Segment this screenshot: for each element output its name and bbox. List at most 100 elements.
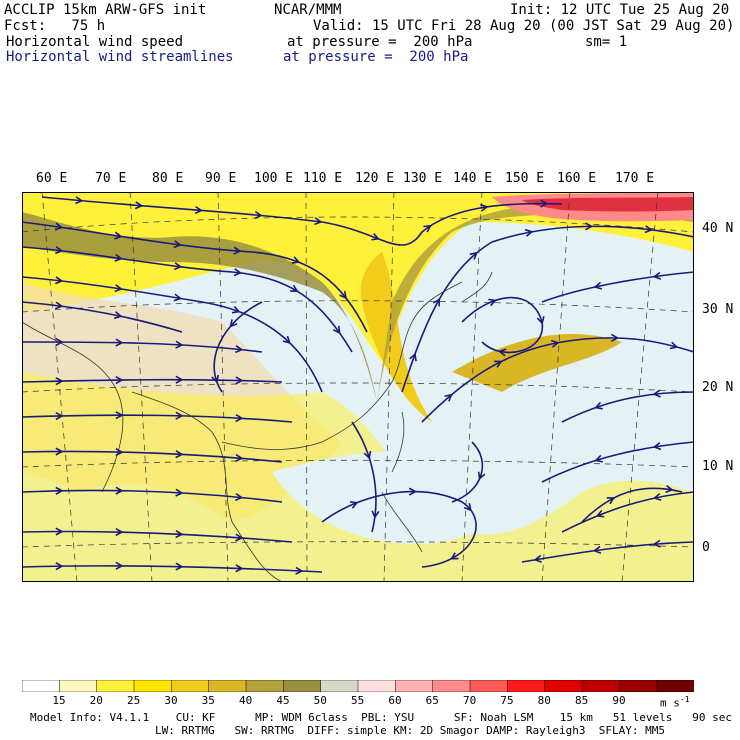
streamline-arrow	[115, 447, 124, 457]
streamline-arrow	[524, 228, 534, 237]
streamline-arrow	[610, 333, 620, 342]
streamline-arrow	[497, 348, 507, 357]
streamline-arrow	[113, 311, 123, 320]
colorbar-swatch	[357, 680, 397, 692]
streamline-arrow	[115, 486, 124, 495]
streamline-arrow	[55, 486, 64, 495]
streamline-arrow	[332, 325, 341, 335]
streamline-arrow	[231, 305, 241, 314]
streamline-arrow	[75, 196, 84, 205]
streamline-arrow	[665, 485, 674, 494]
colorbar-level-label: 60	[388, 694, 402, 707]
colorbar-swatch	[395, 680, 434, 692]
colorbar-level-label: 55	[351, 694, 365, 707]
streamline-arrow	[55, 562, 64, 571]
colorbar-swatch	[619, 680, 658, 692]
jet-ring	[360, 252, 432, 422]
streamline-arrow	[282, 335, 291, 344]
streamline	[22, 489, 283, 503]
colorbar-swatch	[208, 680, 247, 692]
streamline-arrow	[173, 240, 182, 249]
model-info-line2: LW: RRTMG SW: RRTMG DIFF: simple KM: 2D …	[155, 724, 665, 737]
streamline-arrow	[409, 352, 417, 362]
streamline-arrow	[669, 341, 679, 350]
streamline-arrow	[235, 492, 244, 502]
streamline-arrow	[594, 401, 603, 410]
streamline-arrow	[644, 225, 654, 234]
streamline-arrow	[175, 488, 184, 497]
lat-label: 20 N	[702, 380, 734, 395]
field1-level: at pressure = 200 hPa	[287, 34, 473, 50]
calm-region	[272, 451, 503, 544]
streamline	[541, 441, 694, 483]
streamline	[541, 271, 694, 303]
jet-ring	[452, 333, 622, 392]
streamline-arrow	[349, 501, 359, 509]
streamline-arrow	[54, 222, 64, 231]
lon-label: 170 E	[615, 171, 655, 186]
streamline-arrow	[173, 293, 183, 302]
streamline-arrow	[423, 224, 432, 233]
streamline-arrow	[314, 217, 323, 226]
streamline-arrow	[115, 376, 124, 385]
streamline-arrow	[444, 393, 453, 402]
lat-label: 30 N	[702, 302, 734, 317]
streamline-arrow	[115, 527, 124, 537]
streamline-arrow	[115, 411, 124, 420]
colorbar-level-label: 45	[276, 694, 290, 707]
streamline-arrow	[175, 530, 184, 539]
streamline-arrow	[134, 201, 144, 210]
streamline-arrow	[173, 262, 183, 271]
streamline-arrow	[371, 232, 380, 241]
colorbar-level-label: 20	[89, 694, 103, 707]
valid-time: Valid: 15 UTC Fri 28 Aug 20 (00 JST Sat …	[313, 18, 735, 34]
streamline	[22, 414, 293, 423]
colorbar	[22, 680, 694, 692]
lat-label: 0	[702, 540, 710, 555]
streamline-arrow	[432, 297, 441, 307]
streamline-arrow	[363, 450, 372, 460]
lon-label: 80 E	[152, 171, 184, 186]
streamline-arrow	[594, 454, 603, 463]
streamline-arrow	[550, 339, 560, 348]
streamline-arrow	[652, 442, 662, 451]
streamline-arrow	[652, 389, 661, 398]
streamline-arrow	[235, 376, 244, 385]
streamline-arrow	[488, 298, 497, 307]
streamline-arrow	[371, 510, 380, 519]
streamline	[22, 301, 183, 333]
lon-label: 60 E	[36, 171, 68, 186]
streamline-arrow	[291, 256, 301, 264]
streamline-arrow	[584, 222, 594, 231]
lon-label: 150 E	[505, 171, 545, 186]
colorbar-swatch	[59, 680, 98, 692]
streamline-arrow	[593, 281, 603, 290]
field2-name: Horizontal wind streamlines	[6, 49, 234, 65]
streamline-arrow	[469, 251, 478, 260]
streamline-arrow	[54, 301, 64, 310]
colorbar-level-label: 65	[425, 694, 439, 707]
streamline	[41, 196, 563, 246]
streamline-arrow	[115, 561, 124, 570]
model-title: ACCLIP 15km ARW-GFS init	[4, 2, 207, 18]
streamline-arrow	[494, 360, 503, 368]
streamline-arrow	[540, 199, 549, 208]
lon-label: 160 E	[557, 171, 597, 186]
colorbar-swatch	[656, 680, 694, 692]
streamline-arrow	[55, 246, 64, 255]
streamline-arrow	[55, 527, 64, 536]
streamline-arrow	[477, 471, 486, 481]
colorbar-level-label: 35	[201, 694, 215, 707]
colorbar-swatch	[171, 680, 210, 692]
streamline-arrow	[652, 271, 662, 280]
colorbar-swatch	[22, 680, 61, 692]
graticule	[22, 192, 694, 582]
colorbar-swatch	[432, 680, 471, 692]
streamline	[561, 491, 694, 533]
colorbar-level-label: 25	[127, 694, 141, 707]
streamline	[22, 378, 283, 383]
streamline-arrow	[114, 253, 123, 262]
smoothing-label: sm= 1	[585, 34, 628, 50]
streamline	[22, 221, 368, 333]
map-border	[22, 192, 694, 582]
